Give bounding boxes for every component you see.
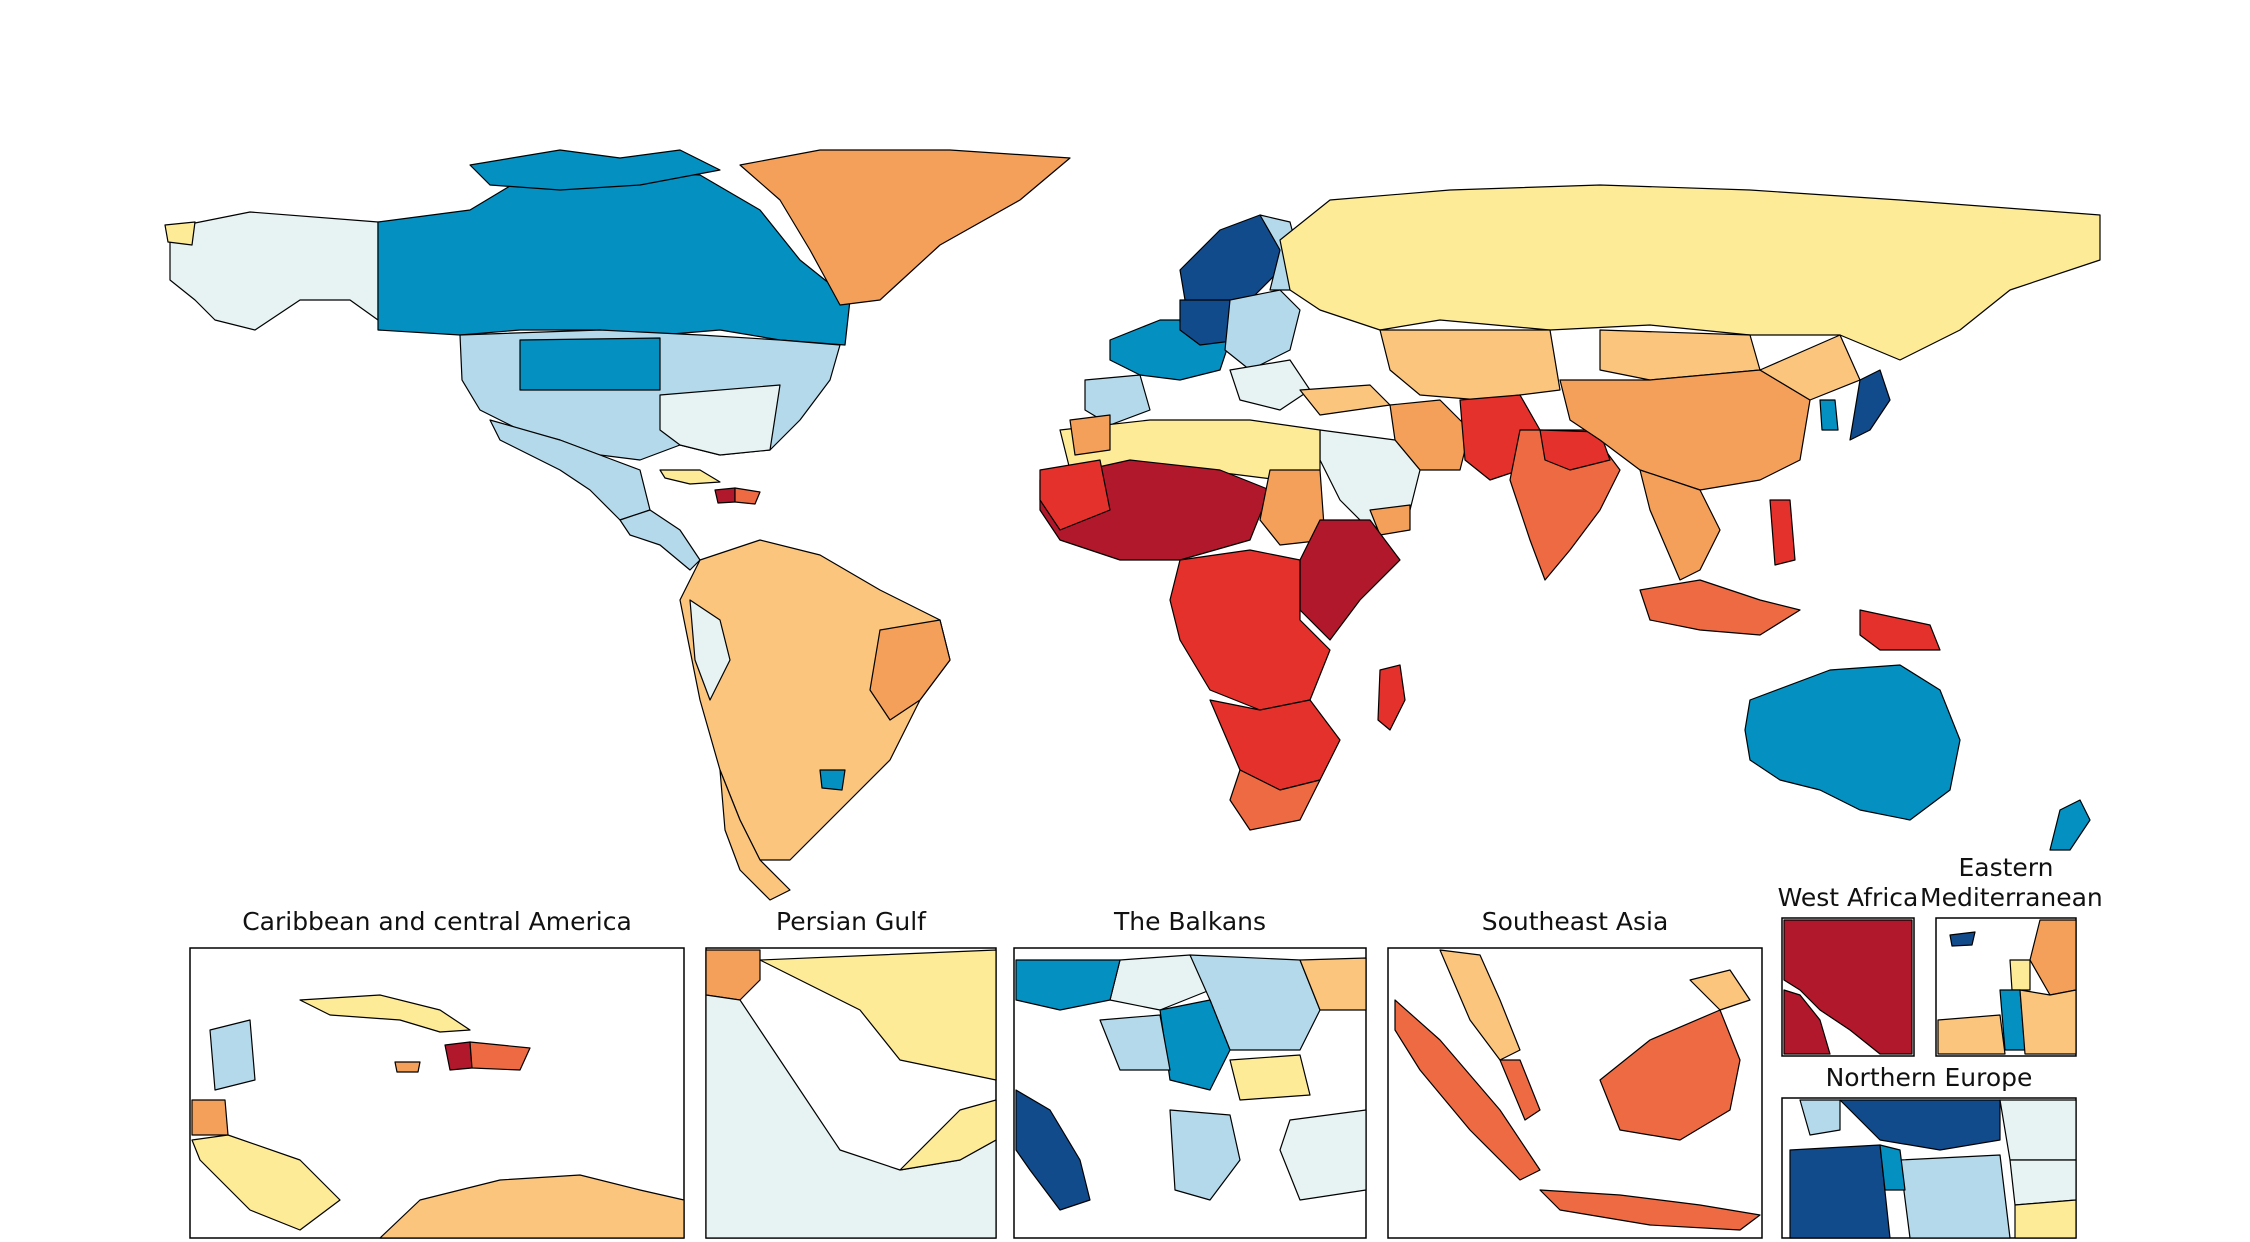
inset-caribbean [189,947,685,1239]
region-australia [1744,664,1961,821]
region-yemen-oman [1369,504,1411,536]
inset-title-northern-europe: Northern Europe [1825,1063,2033,1092]
inset-wa-region [1783,919,1913,1055]
inset-title-west-africa: West Africa [1777,883,1919,912]
inset-carib-jamaica [394,1061,421,1073]
region-peru [689,599,731,701]
inset-title-eastern-med-line2: Mediterranean [1920,883,2103,912]
region-alaska-west [164,221,196,246]
inset-balkan-bosnia [1099,1014,1171,1071]
inset-title-caribbean: Caribbean and central America [242,907,632,936]
region-russia [1279,184,2101,361]
region-eastern-europe [1224,289,1301,371]
region-uruguay [819,769,846,791]
region-dominican-rep [734,487,761,505]
region-morocco [1069,414,1111,456]
inset-carib-cuba [299,994,471,1033]
inset-em-lebanon [2009,959,2031,991]
inset-sea-thailand [1439,949,1521,1061]
inset-balkans [1013,947,1367,1239]
inset-sea-borneo [1599,1009,1741,1141]
inset-carib-guatemala [191,1099,229,1136]
region-madagascar [1377,664,1406,731]
region-new-zealand [2049,799,2091,851]
inset-carib-central-am [191,1134,341,1231]
region-brazil-east [869,619,951,721]
region-south-america [679,539,951,861]
inset-west-africa [1781,917,1915,1057]
region-mauritania [1039,459,1111,531]
inset-persian-gulf [705,947,997,1239]
region-greenland [739,149,1071,306]
inset-wa-coast [1783,989,1831,1055]
inset-em-egypt [1937,1014,2006,1055]
inset-title-persian-gulf: Persian Gulf [776,907,926,936]
region-southern-africa [1209,699,1341,791]
region-haiti [714,487,736,504]
inset-carib-south-am [379,1174,685,1239]
region-china [1559,369,1811,491]
region-south-africa [1229,769,1321,831]
inset-title-balkans: The Balkans [1113,907,1267,936]
region-indonesia [1639,579,1801,636]
region-central-asia [1379,329,1561,401]
inset-sea-java [1539,1189,1761,1231]
region-canada-arctic [469,149,721,191]
region-se-asia-mainland [1639,469,1721,581]
inset-em-jordan [2019,989,2077,1055]
inset-gulf-iraq [705,949,761,1001]
region-japan [1849,369,1891,441]
inset-title-southeast-asia: Southeast Asia [1481,907,1669,936]
inset-ne-belarus [2009,1159,2077,1206]
inset-balkan-austria [1015,959,1121,1011]
region-chile [719,769,791,901]
inset-ne-netherlands [1879,1144,1906,1191]
inset-sea-sumatra [1394,999,1541,1181]
inset-ne-germany [1789,1144,1891,1239]
inset-carib-dominican [469,1041,531,1071]
inset-ne-baltics [1999,1099,2077,1161]
region-papua-new-guinea [1859,609,1941,651]
inset-sea-sabah [1689,969,1751,1011]
inset-southeast-asia [1387,947,1763,1239]
region-balkans [1229,359,1311,411]
inset-gulf-uae [899,1099,997,1171]
region-philippines [1769,499,1796,566]
inset-eastern-med [1935,917,2077,1057]
main-map [164,149,2101,901]
inset-sea-malay-peninsula [1499,1059,1541,1121]
region-sudan [1259,469,1326,546]
region-korea [1819,399,1839,431]
inset-title-eastern-med-line1: Eastern [1958,853,2054,882]
region-central-america [619,509,701,571]
inset-ne-denmark [1799,1099,1841,1136]
region-cuba [659,469,721,485]
inset-em-cyprus [1949,931,1976,947]
inset-gulf-iran [759,949,997,1081]
inset-ne-ukraine [2014,1199,2077,1239]
region-us-southeast [659,384,781,456]
region-iberia [1084,374,1151,426]
inset-carib-yucatan [209,1019,256,1091]
region-east-africa [1299,519,1401,641]
inset-ne-poland [1899,1154,2011,1239]
inset-ne-scandinavia [1839,1099,2001,1151]
region-alaska [169,211,379,331]
region-us-northcentral [519,337,661,391]
inset-carib-haiti [444,1041,473,1071]
inset-northern-europe [1781,1097,2077,1239]
region-germany [1179,299,1241,346]
inset-balkan-italy [1015,1089,1091,1211]
inset-balkan-turkey [1279,1109,1367,1201]
inset-balkan-moldova [1299,957,1367,1011]
inset-balkan-bulgaria [1229,1054,1311,1101]
region-turkey [1299,384,1391,416]
inset-balkan-greece [1169,1109,1241,1201]
